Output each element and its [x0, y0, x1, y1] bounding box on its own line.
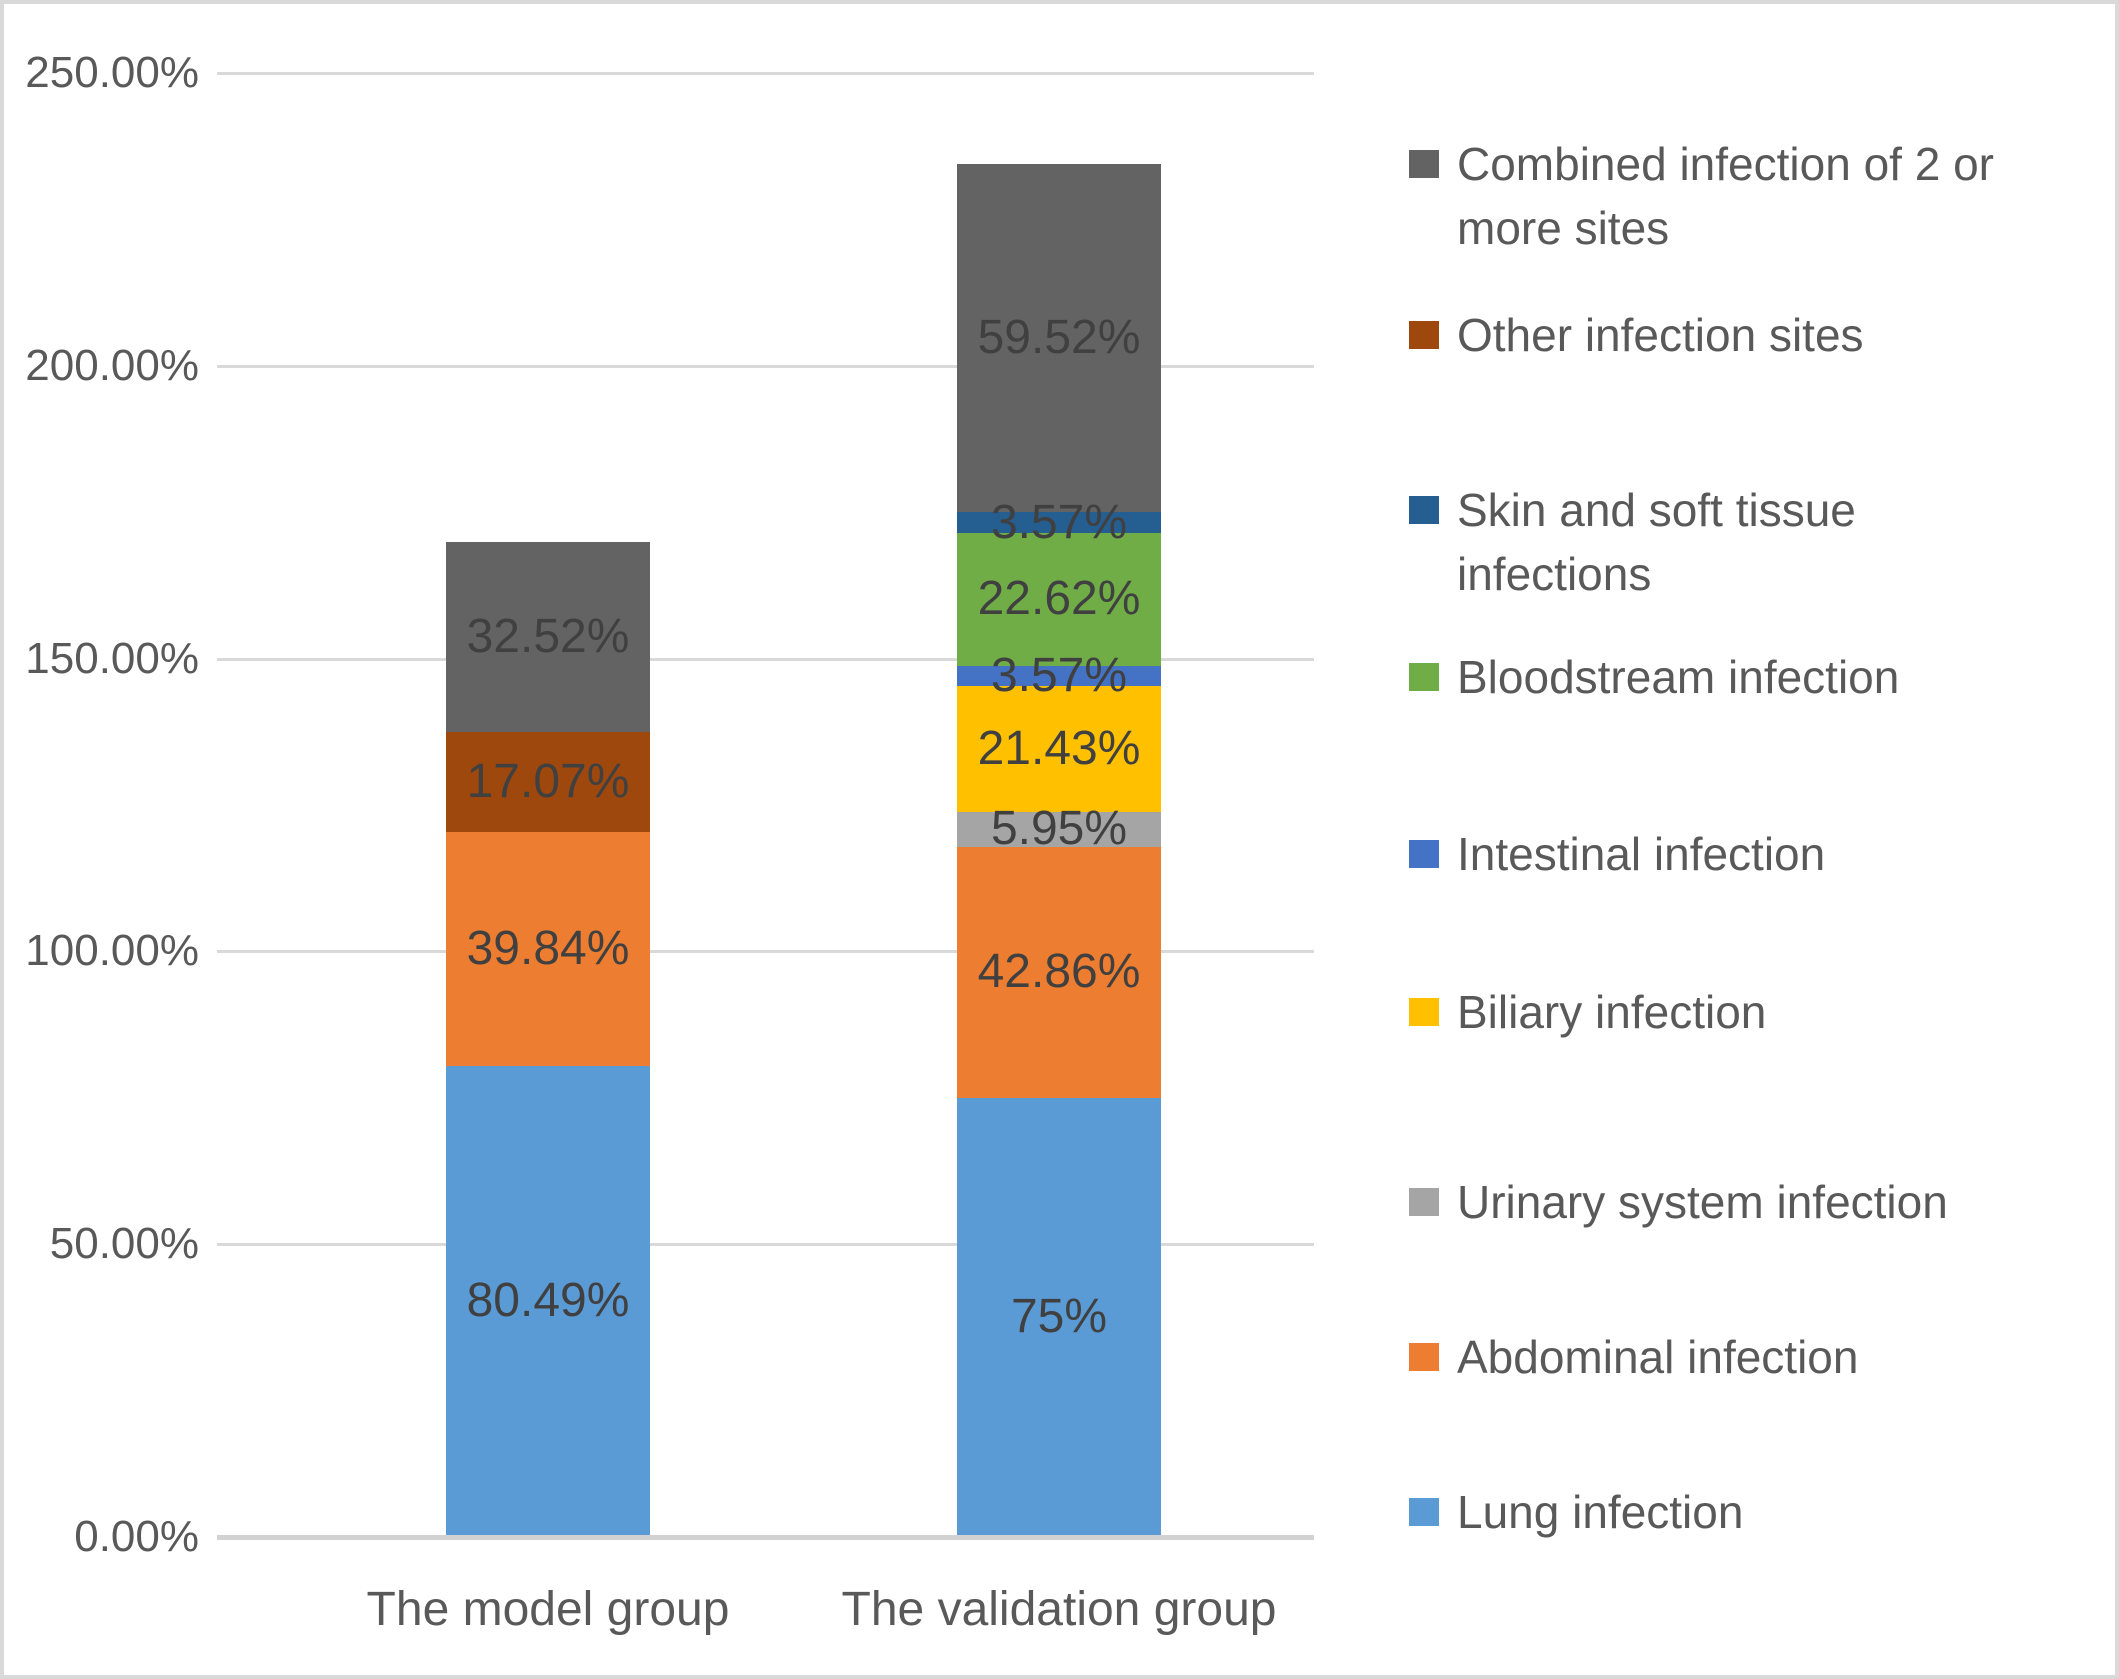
segment-abdominal-infection: [957, 846, 1161, 1098]
segment-lung-infection: [446, 1065, 650, 1537]
x-axis-line: [217, 1535, 1314, 1540]
legend-swatch-icon: [1409, 150, 1439, 178]
legend-label: Urinary system infection: [1457, 1170, 1948, 1234]
legend-item-intestinal-infection: Intestinal infection: [1409, 822, 1825, 886]
gridline-100: [217, 950, 1314, 954]
legend-label-line: infections: [1457, 548, 1652, 600]
segment-combined-infection-of-2-or-more-sites: [446, 541, 650, 733]
segment-lung-infection: [957, 1097, 1161, 1537]
data-label-intestinal-infection: 3.57%: [990, 649, 1128, 703]
legend-label: Abdominal infection: [1457, 1325, 1858, 1389]
segment-skin-and-soft-tissue-infections: [957, 512, 1161, 534]
legend-label-line: Other infection sites: [1457, 309, 1864, 361]
y-axis-tick-label: 200.00%: [25, 340, 199, 390]
legend-swatch-icon: [1409, 1188, 1439, 1216]
legend-label-line: Skin and soft tissue: [1457, 484, 1856, 536]
legend-label: Skin and soft tissue infections: [1457, 478, 1856, 606]
data-label-other-infection-sites: 17.07%: [466, 755, 630, 809]
y-axis-tick-label: 150.00%: [25, 633, 199, 683]
gridline-50: [217, 1243, 1314, 1247]
legend-swatch-icon: [1409, 840, 1439, 868]
y-axis-tick-label: 0.00%: [74, 1512, 199, 1561]
data-label-abdominal-infection: 42.86%: [977, 945, 1141, 999]
category-label-the-validation-group: The validation group: [841, 1583, 1277, 1636]
legend-label-line: Urinary system infection: [1457, 1176, 1948, 1228]
legend-label-line: Lung infection: [1457, 1486, 1744, 1538]
legend-item-other-infection-sites: Other infection sites: [1409, 303, 1864, 367]
gridline-150: [217, 657, 1314, 661]
y-axis-tick-label: 250.00%: [25, 48, 199, 97]
data-label-combined-infection-of-2-or-more-sites: 59.52%: [977, 310, 1141, 364]
legend-item-skin-and-soft-tissue-infections: Skin and soft tissue infections: [1409, 478, 1856, 606]
data-label-combined-infection-of-2-or-more-sites: 32.52%: [466, 610, 630, 664]
segment-combined-infection-of-2-or-more-sites: [957, 163, 1161, 513]
data-label-biliary-infection: 21.43%: [977, 722, 1141, 776]
segment-biliary-infection: [957, 686, 1161, 812]
segment-urinary-system-infection: [957, 811, 1161, 847]
legend-label: Combined infection of 2 or more sites: [1457, 132, 1994, 260]
legend-item-combined-infection-of-2-or-more-sites: Combined infection of 2 or more sites: [1409, 132, 1994, 260]
data-label-lung-infection: 80.49%: [466, 1274, 630, 1328]
y-axis-tick-label: 100.00%: [25, 926, 199, 976]
category-label-the-model-group: The model group: [366, 1583, 730, 1636]
legend-item-urinary-system-infection: Urinary system infection: [1409, 1170, 1948, 1234]
data-label-lung-infection: 75%: [1010, 1290, 1108, 1344]
data-label-abdominal-infection: 39.84%: [466, 921, 630, 975]
data-label-bloodstream-infection: 22.62%: [977, 572, 1141, 626]
data-label-skin-and-soft-tissue-infections: 3.57%: [990, 495, 1128, 549]
legend-label-line: Abdominal infection: [1457, 1331, 1859, 1383]
y-axis-tick-label: 50.00%: [49, 1219, 199, 1269]
data-label-urinary-system-infection: 5.95%: [990, 802, 1128, 856]
legend-label-line: Intestinal infection: [1457, 828, 1826, 880]
legend-label: Intestinal infection: [1457, 822, 1825, 886]
legend-label: Biliary infection: [1457, 980, 1766, 1044]
legend-label: Bloodstream infection: [1457, 645, 1899, 709]
legend-label-line: Combined infection of 2 or: [1457, 138, 1994, 190]
gridline-200: [217, 364, 1314, 368]
segment-abdominal-infection: [446, 832, 650, 1066]
legend-label: Lung infection: [1457, 1480, 1743, 1544]
segment-other-infection-sites: [446, 732, 650, 833]
legend-swatch-icon: [1409, 1498, 1439, 1526]
legend-swatch-icon: [1409, 1343, 1439, 1371]
legend-label-line: more sites: [1457, 202, 1670, 254]
segment-intestinal-infection: [957, 665, 1161, 687]
legend-swatch-icon: [1409, 321, 1439, 349]
legend-swatch-icon: [1409, 663, 1439, 691]
legend-label-line: Bloodstream infection: [1457, 651, 1900, 703]
legend-label-line: Biliary infection: [1457, 986, 1767, 1038]
legend-item-bloodstream-infection: Bloodstream infection: [1409, 645, 1899, 709]
legend-item-lung-infection: Lung infection: [1409, 1480, 1743, 1544]
segment-bloodstream-infection: [957, 533, 1161, 666]
legend-label: Other infection sites: [1457, 303, 1864, 367]
legend-item-abdominal-infection: Abdominal infection: [1409, 1325, 1858, 1389]
legend-swatch-icon: [1409, 496, 1439, 524]
legend-item-biliary-infection: Biliary infection: [1409, 980, 1766, 1044]
gridline-250: [217, 72, 1314, 75]
legend-swatch-icon: [1409, 998, 1439, 1026]
